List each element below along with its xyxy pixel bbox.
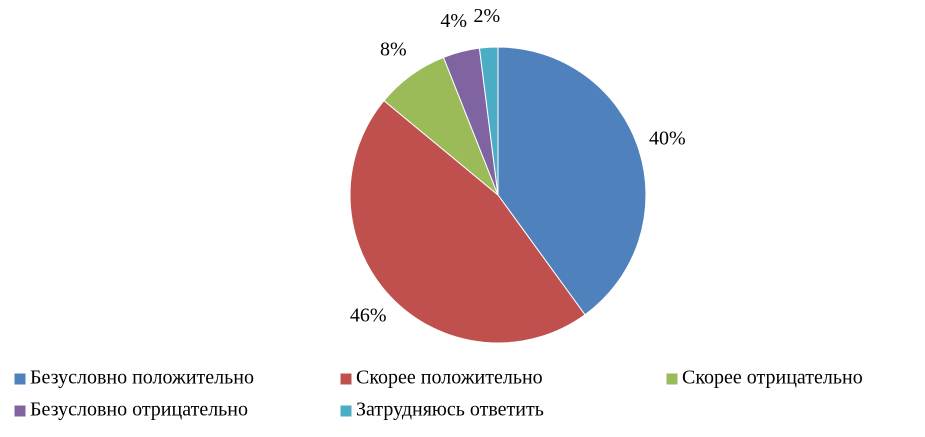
legend-label: Скорее отрицательно [682, 367, 863, 389]
data-label: 8% [380, 39, 407, 61]
legend-swatch [339, 404, 353, 418]
legend-swatch [13, 372, 27, 386]
data-label: 2% [473, 5, 500, 27]
data-label: 40% [649, 128, 686, 150]
pie-slice [497, 46, 647, 316]
legend-label: Скорее положительно [356, 367, 543, 389]
data-label: 4% [440, 10, 467, 32]
legend-label: Затрудняюсь ответить [356, 399, 544, 421]
legend-label: Безусловно отрицательно [30, 399, 248, 421]
legend-swatch [339, 372, 353, 386]
pie-slice [349, 99, 586, 344]
legend-label: Безусловно положительно [30, 367, 254, 389]
data-label: 46% [350, 304, 387, 326]
pie-slice [478, 46, 499, 196]
legend-swatch [13, 404, 27, 418]
legend-swatch [665, 372, 679, 386]
